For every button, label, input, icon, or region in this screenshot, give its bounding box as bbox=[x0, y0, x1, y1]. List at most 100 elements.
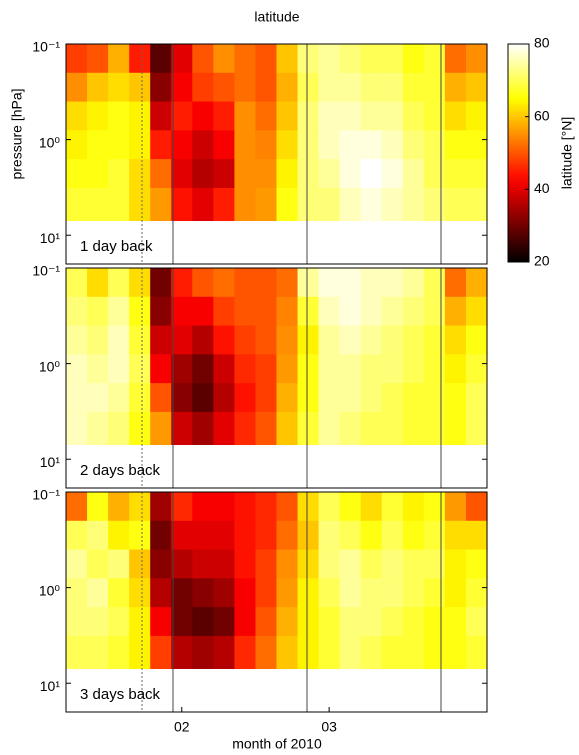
heat-cell bbox=[318, 268, 341, 298]
heat-cell bbox=[297, 130, 320, 160]
heat-cell bbox=[465, 635, 488, 670]
heat-cell bbox=[381, 411, 404, 446]
heat-cell bbox=[360, 268, 383, 298]
heat-cell bbox=[66, 635, 88, 670]
heat-cell bbox=[444, 492, 467, 522]
heat-cell bbox=[423, 101, 446, 131]
heat-cell bbox=[276, 549, 299, 579]
heat-cell bbox=[171, 159, 193, 189]
heat-cell bbox=[360, 549, 383, 579]
heat-cell bbox=[297, 411, 320, 446]
heat-cell bbox=[381, 325, 404, 355]
heat-cell bbox=[465, 549, 488, 579]
heat-cell bbox=[192, 607, 214, 637]
heat-cell bbox=[465, 607, 488, 637]
heat-cell bbox=[297, 101, 320, 131]
heat-cell bbox=[87, 607, 109, 637]
heat-cell bbox=[66, 130, 88, 160]
heat-cell bbox=[87, 549, 109, 579]
heat-cell bbox=[444, 520, 467, 551]
heat-cell bbox=[66, 549, 88, 579]
heat-cell bbox=[423, 492, 446, 522]
heat-cell bbox=[66, 520, 88, 551]
heat-cell bbox=[360, 635, 383, 670]
heat-cell bbox=[381, 492, 404, 522]
heat-cell bbox=[297, 187, 320, 222]
heat-cell bbox=[213, 296, 235, 327]
heat-cell bbox=[129, 607, 151, 637]
heat-cell bbox=[360, 72, 383, 103]
heat-cell bbox=[339, 268, 362, 298]
heat-cell bbox=[444, 101, 467, 131]
heat-cell bbox=[381, 159, 404, 189]
heat-cell bbox=[171, 383, 193, 413]
heat-cell bbox=[150, 268, 172, 298]
heat-cell bbox=[171, 296, 193, 327]
heat-cell bbox=[402, 411, 425, 446]
heat-cell bbox=[318, 549, 341, 579]
heat-cell bbox=[339, 354, 362, 384]
heat-cell bbox=[108, 635, 130, 670]
heat-cell bbox=[87, 578, 109, 608]
heat-cell bbox=[276, 607, 299, 637]
colorbar-tick-label: 80 bbox=[534, 35, 550, 51]
colorbar-tick-label: 60 bbox=[534, 107, 550, 123]
heat-cell bbox=[87, 325, 109, 355]
heat-cell bbox=[129, 159, 151, 189]
heat-cell bbox=[129, 130, 151, 160]
heat-cell bbox=[213, 411, 235, 446]
heat-cell bbox=[402, 607, 425, 637]
heat-cell bbox=[255, 44, 278, 74]
heat-cell bbox=[192, 520, 214, 551]
heat-cell bbox=[108, 130, 130, 160]
heat-cell bbox=[108, 44, 130, 74]
heat-cell bbox=[255, 187, 278, 222]
heat-cell bbox=[234, 268, 257, 298]
heat-cell bbox=[465, 492, 488, 522]
heat-cell bbox=[87, 44, 109, 74]
heat-cell bbox=[297, 325, 320, 355]
heat-cell bbox=[276, 383, 299, 413]
heat-cell bbox=[192, 101, 214, 131]
y-tick-label: 10⁻¹ bbox=[32, 39, 60, 55]
heat-cell bbox=[318, 411, 341, 446]
heat-cell bbox=[213, 101, 235, 131]
heat-cell bbox=[87, 101, 109, 131]
heat-cell bbox=[402, 492, 425, 522]
heat-cell bbox=[465, 187, 488, 222]
heat-cell bbox=[150, 354, 172, 384]
heat-cell bbox=[171, 607, 193, 637]
heat-cell bbox=[276, 325, 299, 355]
heat-cell bbox=[318, 72, 341, 103]
y-tick-label: 10¹ bbox=[40, 454, 61, 470]
heat-cell bbox=[87, 72, 109, 103]
heat-cell bbox=[339, 635, 362, 670]
heat-cell bbox=[108, 383, 130, 413]
panel-annotation: 1 day back bbox=[80, 238, 153, 255]
heat-cell bbox=[129, 520, 151, 551]
heat-cell bbox=[402, 549, 425, 579]
heat-cell bbox=[192, 72, 214, 103]
panel-frame bbox=[65, 267, 488, 489]
heat-cell bbox=[360, 354, 383, 384]
heat-cell bbox=[444, 72, 467, 103]
heat-cell bbox=[234, 130, 257, 160]
heat-cell bbox=[465, 72, 488, 103]
heat-cell bbox=[171, 325, 193, 355]
heat-cell bbox=[402, 354, 425, 384]
heat-cell bbox=[150, 130, 172, 160]
heat-cell bbox=[381, 101, 404, 131]
heat-cell bbox=[276, 72, 299, 103]
heat-cell bbox=[255, 101, 278, 131]
heat-cell bbox=[129, 411, 151, 446]
heat-cell bbox=[171, 268, 193, 298]
heat-cell bbox=[297, 520, 320, 551]
heat-cell bbox=[192, 492, 214, 522]
y-tick-label: 10¹ bbox=[40, 678, 61, 694]
heat-cell bbox=[318, 159, 341, 189]
heat-cell bbox=[213, 268, 235, 298]
heat-cell bbox=[318, 296, 341, 327]
chart-title: latitude bbox=[254, 9, 299, 25]
heat-cell bbox=[234, 296, 257, 327]
heat-cell bbox=[339, 411, 362, 446]
